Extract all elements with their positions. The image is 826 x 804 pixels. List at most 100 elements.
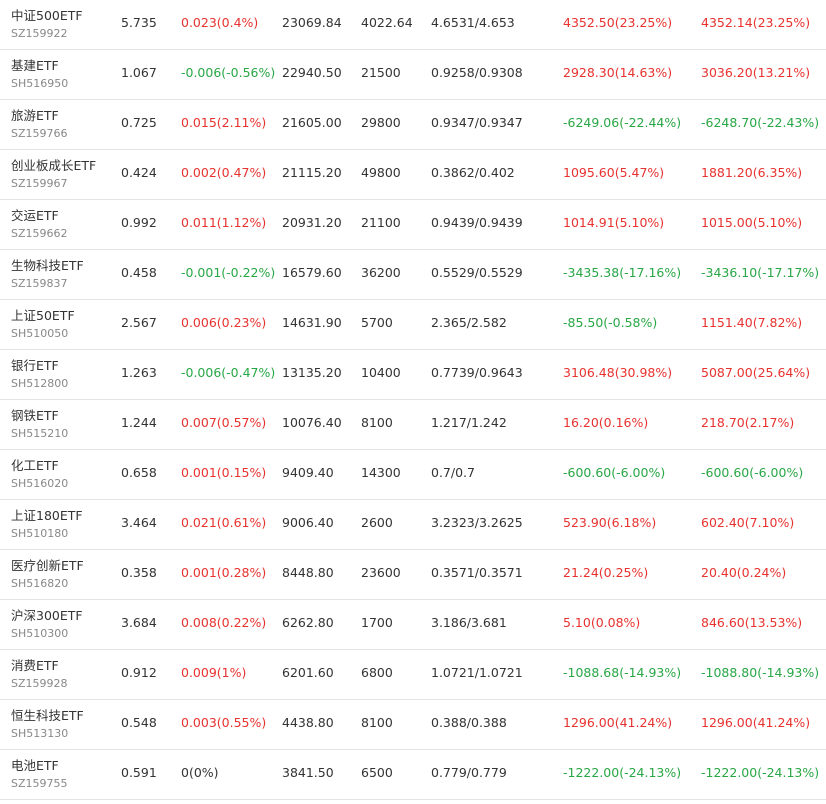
price-cell: 0.658	[121, 465, 157, 480]
fund-name[interactable]: 基建ETF	[11, 58, 59, 73]
volume-cell: 23600	[361, 565, 401, 580]
amount-cell: 23069.84	[282, 15, 342, 30]
price-range-cell: 3.2323/3.2625	[431, 515, 523, 530]
amount-cell: 20931.20	[282, 215, 342, 230]
table-row[interactable]: 生物科技ETF SZ159837 0.458 -0.001(-0.22%) 16579.…	[0, 250, 826, 300]
fund-name-cell[interactable]: 电池ETF SZ159755	[11, 757, 68, 792]
table-row[interactable]: 交运ETF SZ159662 0.992 0.011(1.12%) 20931.20 21…	[0, 200, 826, 250]
profit-loss-alt-cell: -3436.10(-17.17%)	[701, 265, 820, 280]
fund-name-cell[interactable]: 中证500ETF SZ159922	[11, 7, 83, 42]
price-cell: 0.358	[121, 565, 157, 580]
amount-cell: 10076.40	[282, 415, 342, 430]
price-range-cell: 0.9258/0.9308	[431, 65, 523, 80]
amount-cell: 8448.80	[282, 565, 334, 580]
volume-cell: 10400	[361, 365, 401, 380]
table-row[interactable]: 恒生科技ETF SH513130 0.548 0.003(0.55%) 4438.80 8…	[0, 700, 826, 750]
amount-cell: 4438.80	[282, 715, 334, 730]
fund-name[interactable]: 旅游ETF	[11, 108, 59, 123]
change-cell: 0.006(0.23%)	[181, 315, 267, 330]
table-row[interactable]: 银行ETF SH512800 1.263 -0.006(-0.47%) 13135.20…	[0, 350, 826, 400]
volume-cell: 49800	[361, 165, 401, 180]
table-row[interactable]: 创业板成长ETF SZ159967 0.424 0.002(0.47%) 21115.2…	[0, 150, 826, 200]
table-row[interactable]: 基建ETF SH516950 1.067 -0.006(-0.56%) 22940.50…	[0, 50, 826, 100]
fund-name[interactable]: 医疗创新ETF	[11, 558, 84, 573]
volume-cell: 8100	[361, 715, 393, 730]
fund-name[interactable]: 消费ETF	[11, 658, 59, 673]
fund-name-cell[interactable]: 沪深300ETF SH510300	[11, 607, 83, 642]
change-cell: 0.023(0.4%)	[181, 15, 259, 30]
fund-code: SH513130	[11, 727, 69, 740]
fund-code: SZ159837	[11, 277, 68, 290]
table-row[interactable]: 消费ETF SZ159928 0.912 0.009(1%) 6201.60 6800 1.…	[0, 650, 826, 700]
price-cell: 0.725	[121, 115, 157, 130]
table-row[interactable]: 医疗创新ETF SH516820 0.358 0.001(0.28%) 8448.80 2…	[0, 550, 826, 600]
fund-name-cell[interactable]: 医疗创新ETF SH516820	[11, 557, 84, 592]
fund-name[interactable]: 上证50ETF	[11, 308, 75, 323]
fund-name[interactable]: 交运ETF	[11, 208, 59, 223]
fund-name[interactable]: 电池ETF	[11, 758, 59, 773]
table-row[interactable]: 旅游ETF SZ159766 0.725 0.015(2.11%) 21605.00 29…	[0, 100, 826, 150]
fund-name-cell[interactable]: 创业板成长ETF SZ159967	[11, 157, 96, 192]
profit-loss-cell: -85.50(-0.58%)	[563, 315, 658, 330]
volume-cell: 36200	[361, 265, 401, 280]
amount-cell: 13135.20	[282, 365, 342, 380]
fund-code: SZ159766	[11, 127, 68, 140]
fund-name-cell[interactable]: 上证180ETF SH510180	[11, 507, 83, 542]
price-range-cell: 1.0721/1.0721	[431, 665, 523, 680]
fund-name-cell[interactable]: 消费ETF SZ159928	[11, 657, 68, 692]
amount-cell: 22940.50	[282, 65, 342, 80]
fund-name[interactable]: 生物科技ETF	[11, 258, 84, 273]
profit-loss-cell: -1088.68(-14.93%)	[563, 665, 682, 680]
profit-loss-cell: -1222.00(-24.13%)	[563, 765, 682, 780]
table-row[interactable]: 上证50ETF SH510050 2.567 0.006(0.23%) 14631.90…	[0, 300, 826, 350]
fund-name[interactable]: 恒生科技ETF	[11, 708, 84, 723]
fund-name-cell[interactable]: 恒生科技ETF SH513130	[11, 707, 84, 742]
fund-name[interactable]: 化工ETF	[11, 458, 59, 473]
volume-cell: 6500	[361, 765, 393, 780]
price-cell: 0.424	[121, 165, 157, 180]
change-cell: 0.003(0.55%)	[181, 715, 267, 730]
amount-cell: 3841.50	[282, 765, 334, 780]
price-cell: 0.591	[121, 765, 157, 780]
fund-name-cell[interactable]: 上证50ETF SH510050	[11, 307, 75, 342]
profit-loss-cell: -6249.06(-22.44%)	[563, 115, 682, 130]
fund-name[interactable]: 沪深300ETF	[11, 608, 83, 623]
change-cell: 0.008(0.22%)	[181, 615, 267, 630]
fund-name[interactable]: 创业板成长ETF	[11, 158, 97, 173]
price-cell: 0.548	[121, 715, 157, 730]
price-range-cell: 4.6531/4.653	[431, 15, 515, 30]
profit-loss-cell: 1296.00(41.24%)	[563, 715, 673, 730]
volume-cell: 1700	[361, 615, 393, 630]
amount-cell: 6262.80	[282, 615, 334, 630]
table-row[interactable]: 上证180ETF SH510180 3.464 0.021(0.61%) 9006.40…	[0, 500, 826, 550]
change-cell: 0.001(0.28%)	[181, 565, 267, 580]
profit-loss-alt-cell: -1088.80(-14.93%)	[701, 665, 820, 680]
profit-loss-cell: 3106.48(30.98%)	[563, 365, 673, 380]
fund-name-cell[interactable]: 钢铁ETF SH515210	[11, 407, 68, 442]
table-row[interactable]: 沪深300ETF SH510300 3.684 0.008(0.22%) 6262.80…	[0, 600, 826, 650]
fund-name[interactable]: 中证500ETF	[11, 8, 83, 23]
table-row[interactable]: 钢铁ETF SH515210 1.244 0.007(0.57%) 10076.40 81…	[0, 400, 826, 450]
fund-code: SH512800	[11, 377, 69, 390]
fund-name-cell[interactable]: 交运ETF SZ159662	[11, 207, 68, 242]
fund-name-cell[interactable]: 银行ETF SH512800	[11, 357, 68, 392]
volume-cell: 6800	[361, 665, 393, 680]
fund-name-cell[interactable]: 旅游ETF SZ159766	[11, 107, 68, 142]
volume-cell: 5700	[361, 315, 393, 330]
table-row[interactable]: 电池ETF SZ159755 0.591 0(0%) 3841.50 6500 0.779/…	[0, 750, 826, 800]
price-range-cell: 0.3571/0.3571	[431, 565, 523, 580]
profit-loss-alt-cell: 602.40(7.10%)	[701, 515, 795, 530]
price-cell: 1.244	[121, 415, 157, 430]
fund-name-cell[interactable]: 化工ETF SH516020	[11, 457, 68, 492]
fund-name[interactable]: 钢铁ETF	[11, 408, 59, 423]
fund-name-cell[interactable]: 生物科技ETF SZ159837	[11, 257, 84, 292]
price-cell: 1.263	[121, 365, 157, 380]
amount-cell: 9409.40	[282, 465, 334, 480]
fund-name[interactable]: 上证180ETF	[11, 508, 83, 523]
table-row[interactable]: 化工ETF SH516020 0.658 0.001(0.15%) 9409.40 143…	[0, 450, 826, 500]
fund-name[interactable]: 银行ETF	[11, 358, 59, 373]
fund-name-cell[interactable]: 基建ETF SH516950	[11, 57, 68, 92]
fund-code: SH515210	[11, 427, 69, 440]
table-row[interactable]: 中证500ETF SZ159922 5.735 0.023(0.4%) 23069.84…	[0, 0, 826, 50]
